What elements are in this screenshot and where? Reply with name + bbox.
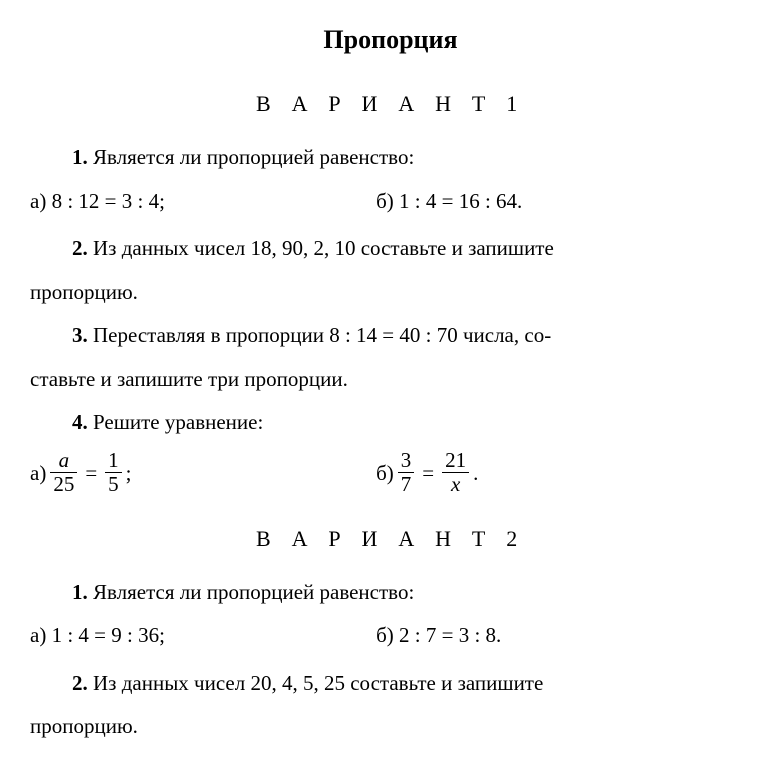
q1-number: 1. [72,145,88,169]
fraction-denominator: 5 [105,473,122,496]
q2-text-line1: Из данных чисел 20, 4, 5, 25 составьте и… [93,671,543,695]
fraction-denominator: 25 [50,473,77,496]
v2-q1-a: а) 1 : 4 = 9 : 36; [30,620,376,652]
v1-q4: 4. Решите уравнение: [30,407,751,439]
subpart-label: б) [376,189,394,213]
v2-q2: 2. Из данных чисел 20, 4, 5, 25 составьт… [30,668,751,700]
v1-q4-b: б) 3 7 = 21 x . [376,451,751,498]
subpart-expr: 8 : 12 = 3 : 4; [52,189,165,213]
fraction-a-left: a 25 [50,449,77,496]
fraction-denominator: x [442,473,469,496]
v2-q1-subparts: а) 1 : 4 = 9 : 36; б) 2 : 7 = 3 : 8. [30,620,751,652]
subpart-label: а) [30,623,46,647]
q2-number: 2. [72,671,88,695]
subpart-label: а) [30,458,46,490]
v2-q1: 1. Является ли пропорцией равенство: [30,577,751,609]
v1-q4-subparts: а) a 25 = 1 5 ; б) 3 7 = 21 x . [30,451,751,498]
fraction-b-left: 3 7 [398,449,415,496]
fraction-numerator: 1 [105,449,122,473]
subpart-tail: . [473,458,478,490]
subpart-expr: 1 : 4 = 9 : 36; [52,623,165,647]
fraction-b-right: 21 x [442,449,469,496]
subpart-expr: 2 : 7 = 3 : 8. [399,623,501,647]
q3-text-line1: Переставляя в пропорции 8 : 14 = 40 : 70… [93,323,551,347]
v1-q2-cont: пропорцию. [30,277,751,309]
v1-q1-b: б) 1 : 4 = 16 : 64. [376,186,751,218]
v2-q2-cont: пропорцию. [30,711,751,743]
equals-sign: = [418,458,438,490]
q1-text: Является ли пропорцией равенство: [93,145,414,169]
subpart-expr: 1 : 4 = 16 : 64. [399,189,522,213]
q1-number: 1. [72,580,88,604]
q4-text: Решите уравнение: [93,410,263,434]
equals-sign: = [81,458,101,490]
v1-q1-subparts: а) 8 : 12 = 3 : 4; б) 1 : 4 = 16 : 64. [30,186,751,218]
fraction-a-right: 1 5 [105,449,122,496]
fraction-denominator: 7 [398,473,415,496]
q2-number: 2. [72,236,88,260]
fraction-numerator: 3 [398,449,415,473]
fraction-numerator: 21 [442,449,469,473]
subpart-label: а) [30,189,46,213]
v1-q3-cont: ставьте и запишите три пропорции. [30,364,751,396]
variant-2-header: В А Р И А Н Т 2 [30,522,751,555]
variant-1-header: В А Р И А Н Т 1 [30,87,751,120]
v2-q1-b: б) 2 : 7 = 3 : 8. [376,620,751,652]
v1-q1: 1. Является ли пропорцией равенство: [30,142,751,174]
q4-number: 4. [72,410,88,434]
v1-q1-a: а) 8 : 12 = 3 : 4; [30,186,376,218]
v1-q4-a: а) a 25 = 1 5 ; [30,451,376,498]
q1-text: Является ли пропорцией равенство: [93,580,414,604]
v1-q2: 2. Из данных чисел 18, 90, 2, 10 составь… [30,233,751,265]
v1-q3: 3. Переставляя в пропорции 8 : 14 = 40 :… [30,320,751,352]
fraction-numerator: a [50,449,77,473]
document-title: Пропорция [30,20,751,59]
q2-text-line1: Из данных чисел 18, 90, 2, 10 составьте … [93,236,554,260]
subpart-tail: ; [126,458,132,490]
subpart-label: б) [376,458,394,490]
subpart-label: б) [376,623,394,647]
q3-number: 3. [72,323,88,347]
